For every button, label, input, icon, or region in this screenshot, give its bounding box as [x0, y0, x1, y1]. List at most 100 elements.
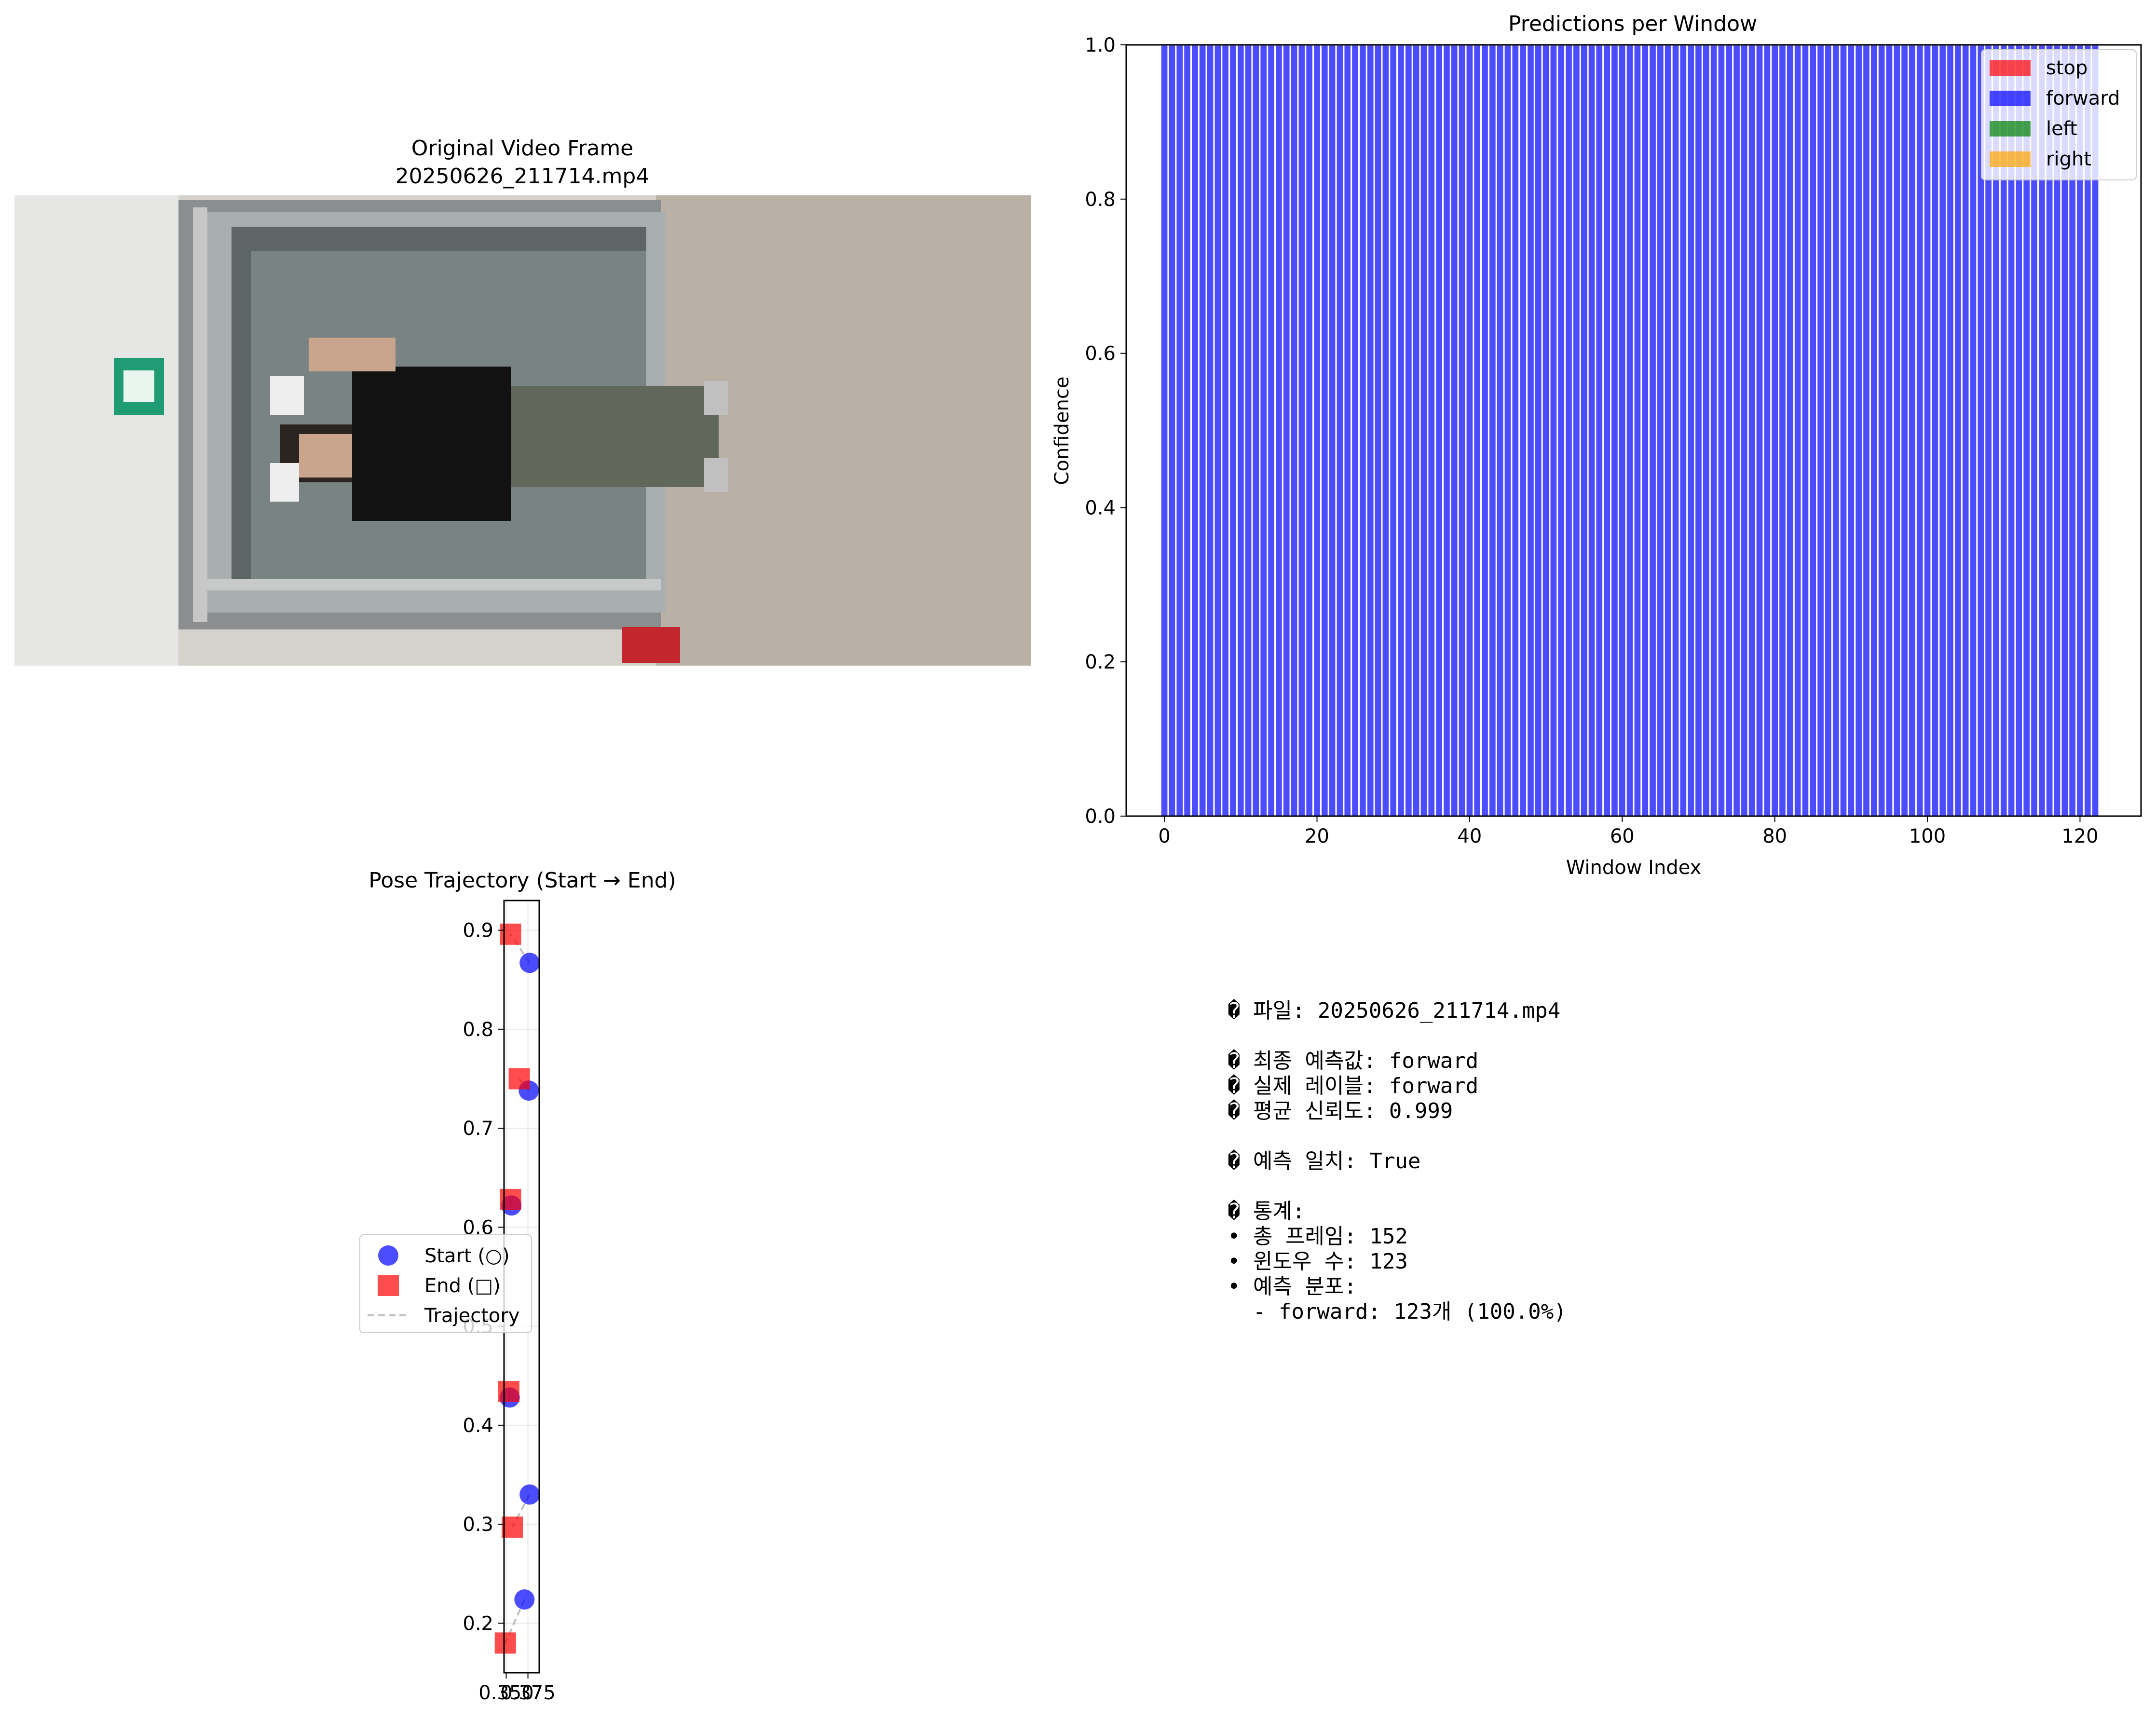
bar-legend-box [1981, 49, 2137, 180]
legend-label-left: left [2046, 118, 2077, 140]
trajectory-line [504, 1599, 526, 1644]
bar [1848, 45, 1855, 816]
bar [1352, 45, 1358, 816]
frame-subtitle: 20250626_211714.mp4 [396, 164, 650, 189]
bar [1718, 45, 1725, 816]
bar [1390, 45, 1397, 816]
bar [1894, 45, 1900, 816]
bar [1695, 45, 1702, 816]
summary-line [1228, 1024, 1567, 1049]
legend-label-forward: forward [2046, 87, 2120, 109]
bar [1260, 45, 1267, 816]
frame-title: Original Video Frame [411, 136, 634, 161]
bar [1901, 45, 1908, 816]
end-point [498, 1381, 519, 1403]
bar-x-ticks: 0 20 40 60 80 100 120 [1158, 816, 2099, 847]
bar [2061, 45, 2068, 816]
bar [1199, 45, 1206, 816]
bar [1672, 45, 1679, 816]
bar [1413, 45, 1419, 816]
bar [1650, 45, 1656, 816]
bar [1176, 45, 1183, 816]
summary-text: � 파일: 20250626_211714.mp4 � 최종 예측값: forwa… [1228, 998, 1567, 1324]
bar [1978, 45, 1984, 816]
bar [1764, 45, 1771, 816]
bar [2008, 45, 2015, 816]
bar [1444, 45, 1450, 816]
bar [1832, 45, 1839, 816]
bar [1688, 45, 1694, 816]
bar-x-tick-label: 40 [1457, 825, 1482, 847]
bar [1382, 45, 1389, 816]
bar [1779, 45, 1786, 816]
bar-y-tick-label: 0.0 [1085, 805, 1116, 828]
bar [1291, 45, 1297, 816]
scatter-legend-label: Trajectory [424, 1305, 520, 1327]
bar [1375, 45, 1381, 816]
bar [1581, 45, 1587, 816]
bar [1794, 45, 1801, 816]
start-point [519, 953, 540, 973]
summary-line: � 예측 일치: True [1228, 1149, 1421, 1174]
bar [1993, 45, 1999, 816]
scatter-y-tick-label: 0.4 [463, 1415, 493, 1437]
summary-line: � 최종 예측값: forward [1228, 1049, 1479, 1073]
bar-chart-title: Predictions per Window [1508, 12, 1757, 36]
bar [1710, 45, 1717, 816]
bar [1497, 45, 1503, 816]
bar [1962, 45, 1969, 816]
bar [1207, 45, 1214, 816]
end-point [500, 923, 521, 945]
bar [1360, 45, 1366, 816]
bar [1214, 45, 1221, 816]
summary-line: � 파일: 20250626_211714.mp4 [1228, 998, 1561, 1023]
bar-chart-frame [1125, 44, 2142, 817]
bar [1787, 45, 1793, 816]
bar [1772, 45, 1778, 816]
bar [1909, 45, 1915, 816]
summary-line [1228, 1174, 1567, 1199]
bar [1482, 45, 1488, 816]
scatter-y-tick-label: 0.8 [463, 1019, 493, 1041]
bar [1337, 45, 1343, 816]
bar [1161, 45, 1168, 816]
scatter-chart-title: Pose Trajectory (Start → End) [368, 868, 676, 893]
bar-y-tick-label: 1.0 [1085, 34, 1116, 56]
bar [1428, 45, 1435, 816]
bar [1741, 45, 1747, 816]
bar-x-tick-label: 80 [1762, 825, 1787, 847]
bar [1398, 45, 1404, 816]
bar [1298, 45, 1305, 816]
bar [1436, 45, 1442, 816]
bar [1825, 45, 1831, 816]
start-point [514, 1589, 535, 1610]
scatter-legend: Start (○) End (□) Trajectory [359, 1234, 532, 1333]
bar [1268, 45, 1274, 816]
legend-swatch-forward [1990, 91, 2031, 106]
bar [1542, 45, 1549, 816]
bar [1184, 45, 1190, 816]
bar-chart: Predictions per Window 0 20 40 60 80 100 120 0… [1051, 12, 2142, 879]
bar [1520, 45, 1526, 816]
bar [1680, 45, 1687, 816]
bar [1512, 45, 1519, 816]
summary-line: - forward: 123개 (100.0%) [1228, 1299, 1567, 1324]
bar [2069, 45, 2075, 816]
bar [1466, 45, 1473, 816]
scatter-chart: Pose Trajectory (Start → End) 0.3500.375… [359, 868, 676, 1704]
summary-line: • 윈도우 수: 123 [1228, 1249, 1408, 1274]
bar [2016, 45, 2022, 816]
legend-swatch-right [1990, 151, 2031, 167]
summary-line: � 평균 신뢰도: 0.999 [1228, 1099, 1453, 1123]
bar-y-tick-label: 0.8 [1085, 189, 1116, 211]
bar [1863, 45, 1869, 816]
bar [1970, 45, 1977, 816]
bar [1558, 45, 1565, 816]
bar-y-ticks: 0.0 0.2 0.4 0.6 0.8 1.0 [1085, 34, 1126, 828]
bar [1703, 45, 1709, 816]
bar [1947, 45, 1953, 816]
bar [1329, 45, 1336, 816]
bar [1405, 45, 1412, 816]
bar-x-tick-label: 20 [1305, 825, 1329, 847]
bar [1489, 45, 1496, 816]
